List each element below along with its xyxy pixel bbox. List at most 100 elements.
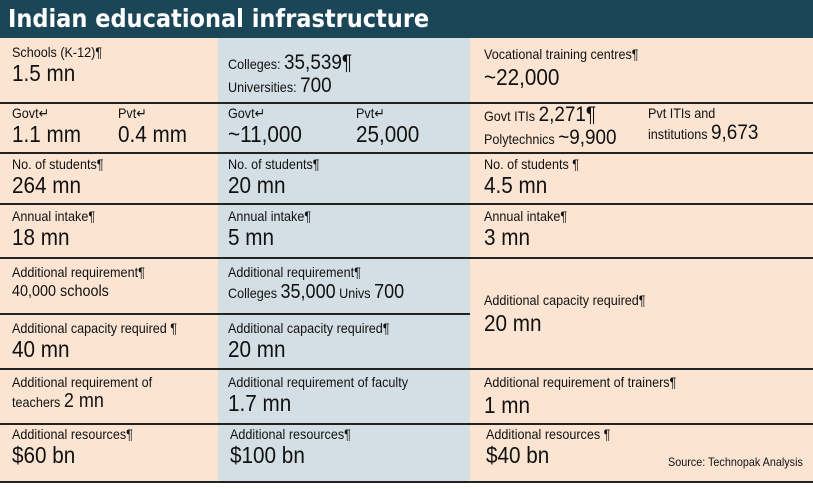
vocational-capacity-cell: Additional capacity required¶ 20 mn <box>484 292 664 338</box>
row-divider <box>0 203 813 205</box>
label: Annual intake¶ <box>484 208 568 224</box>
row-divider <box>0 423 813 425</box>
value: 264 mn <box>12 172 82 198</box>
value: 0.4 mm <box>118 121 188 147</box>
value: 1.5 mn <box>12 60 76 86</box>
label: Govt↵ <box>12 105 50 121</box>
label: Pvt↵ <box>118 105 147 121</box>
label: No. of students¶ <box>228 156 320 172</box>
label: Schools (K-12)¶ <box>12 44 103 60</box>
value: 1.1 mm <box>12 121 82 147</box>
value: 40,000 schools <box>12 283 109 300</box>
label: Pvt↵ <box>356 105 385 121</box>
label: Vocational training centres¶ <box>484 46 639 62</box>
vocational-pvt-cell: Pvt ITIs and institutions 9,673 <box>648 105 771 146</box>
value: ~9,900 <box>558 126 617 149</box>
colleges-govt-cell: Govt↵ ~11,000 <box>228 105 310 147</box>
value: $60 bn <box>12 442 76 468</box>
label: No. of students¶ <box>12 156 104 172</box>
value: 20 mn <box>228 172 286 198</box>
label: Additional capacity required¶ <box>484 292 646 308</box>
value: 20 mn <box>484 310 542 336</box>
label: Polytechnics <box>484 131 555 147</box>
label: Additional capacity required¶ <box>228 320 390 336</box>
value: ~22,000 <box>484 64 560 90</box>
colleges-resources-cell: Additional resources¶ $100 bn <box>230 426 364 468</box>
value: 9,673 <box>711 121 759 144</box>
label: Additional capacity required ¶ <box>12 320 178 336</box>
value: 700 <box>374 281 405 303</box>
bottom-rule <box>0 481 813 483</box>
label: teachers <box>12 394 61 410</box>
colleges-pvt-cell: Pvt↵ 25,000 <box>356 105 426 147</box>
value: 4.5 mn <box>484 172 548 198</box>
label: Additional requirement of <box>12 374 153 390</box>
value: 40 mn <box>12 336 70 362</box>
label: Univs <box>339 285 371 301</box>
label: Annual intake¶ <box>228 208 312 224</box>
label: Universities: <box>228 79 297 95</box>
vocational-govt-cell: Govt ITIs 2,271¶ Polytechnics ~9,900 <box>484 104 631 150</box>
label: Govt↵ <box>228 105 266 121</box>
value: 35,000 <box>280 281 336 303</box>
value: $40 bn <box>486 442 550 468</box>
schools-requirement-cell: Additional requirement¶ 40,000 schools <box>12 264 160 304</box>
colleges-cell: Colleges: 35,539¶ Universities: 700 <box>228 52 366 98</box>
value: 35,539¶ <box>284 51 353 74</box>
colleges-capacity-cell: Additional capacity required¶ 20 mn <box>228 320 408 362</box>
label: institutions <box>648 126 708 142</box>
colleges-intake-cell: Annual intake¶ 5 mn <box>228 208 320 250</box>
value: 2 mn <box>63 390 104 412</box>
row-divider <box>0 313 470 315</box>
vocational-trainers-cell: Additional requirement of trainers¶ 1 mn <box>484 374 698 420</box>
value: $100 bn <box>230 442 305 468</box>
label: Additional requirement¶ <box>228 264 361 280</box>
schools-students-cell: No. of students¶ 264 mn <box>12 156 114 198</box>
row-divider <box>0 152 813 154</box>
vocational-resources-cell: Additional resources ¶ $40 bn <box>486 426 624 468</box>
label: Additional requirement¶ <box>12 264 145 280</box>
schools-cell: Schools (K-12)¶ 1.5 mn <box>12 44 112 86</box>
vocational-students-cell: No. of students ¶ 4.5 mn <box>484 156 590 198</box>
vocational-cell: Vocational training centres¶ ~22,000 <box>484 46 656 92</box>
label: Colleges <box>228 285 278 301</box>
label: Additional requirement of faculty <box>228 374 408 390</box>
colleges-column <box>218 38 470 482</box>
colleges-students-cell: No. of students¶ 20 mn <box>228 156 330 198</box>
page-title: Indian educational infrastructure <box>0 0 813 38</box>
value: 1 mn <box>484 392 531 418</box>
value: 3 mn <box>484 224 531 250</box>
schools-capacity-cell: Additional capacity required ¶ 40 mn <box>12 320 195 362</box>
schools-govt-cell: Govt↵ 1.1 mm <box>12 105 89 147</box>
value: 18 mn <box>12 224 70 250</box>
schools-teachers-cell: Additional requirement of teachers 2 mn <box>12 374 168 413</box>
label: Colleges: <box>228 56 281 72</box>
schools-intake-cell: Annual intake¶ 18 mn <box>12 208 104 250</box>
value: 1.7 mn <box>228 390 292 416</box>
row-divider <box>0 257 813 259</box>
label: Additional resources ¶ <box>486 426 611 442</box>
value: ~11,000 <box>228 121 302 147</box>
row-divider <box>0 368 813 370</box>
schools-pvt-cell: Pvt↵ 0.4 mm <box>118 105 195 147</box>
vocational-column <box>470 38 813 482</box>
label: Govt ITIs <box>484 108 536 124</box>
label: Additional resources¶ <box>230 426 351 442</box>
row-divider <box>0 102 813 104</box>
colleges-requirement-cell: Additional requirement¶ Colleges 35,000 … <box>228 264 424 305</box>
value: 25,000 <box>356 121 420 147</box>
label: Additional resources¶ <box>12 426 133 442</box>
label: No. of students ¶ <box>484 156 580 172</box>
schools-resources-cell: Additional resources¶ $60 bn <box>12 426 146 468</box>
schools-column <box>0 38 218 482</box>
value: 700 <box>300 74 332 97</box>
colleges-faculty-cell: Additional requirement of faculty 1.7 mn <box>228 374 428 416</box>
vocational-intake-cell: Annual intake¶ 3 mn <box>484 208 576 250</box>
value: 5 mn <box>228 224 275 250</box>
source-note: Source: Technopak Analysis <box>668 455 803 469</box>
value: 20 mn <box>228 336 286 362</box>
label: Pvt ITIs and <box>648 105 716 121</box>
value: 2,271¶ <box>538 103 597 126</box>
label: Annual intake¶ <box>12 208 96 224</box>
